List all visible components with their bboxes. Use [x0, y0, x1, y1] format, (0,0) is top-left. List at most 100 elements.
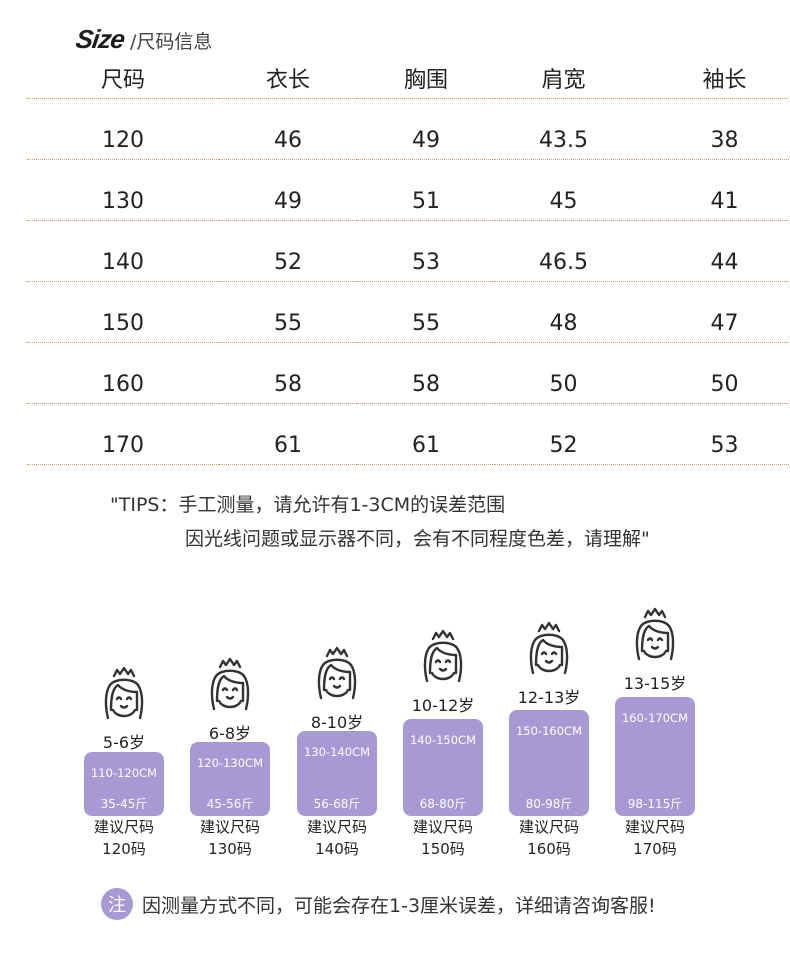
recommended-label: 建议尺码	[624, 818, 685, 836]
age-label: 10-12岁	[411, 696, 475, 715]
table-cell: 52	[274, 250, 302, 275]
table-cell: 130	[102, 189, 144, 214]
table-row: 130 49 51 45 41	[27, 160, 790, 221]
age-figure: 5-6岁	[84, 666, 164, 754]
table-cell: 45	[549, 189, 578, 214]
table-cell: 150	[102, 311, 144, 336]
size-card: 120-130CM 45-56斤	[190, 742, 270, 816]
size-card: 140-150CM 68-80斤	[403, 719, 483, 816]
size-card: 150-160CM 80-98斤	[509, 710, 589, 816]
girl-face-icon	[631, 607, 679, 667]
table-cell: 52	[549, 433, 578, 458]
table-cell: 55	[274, 311, 302, 336]
weight-range: 68-80斤	[419, 797, 467, 811]
recommended-label: 建议尺码	[306, 818, 367, 836]
table-cell: 53	[710, 433, 739, 458]
recommended-label: 建议尺码	[93, 818, 154, 836]
height-range: 110-120CM	[90, 766, 157, 780]
table-row: 150 55 55 48 47	[27, 282, 790, 343]
recommended-size: 建议尺码 170码	[615, 816, 695, 860]
girl-face-icon	[206, 657, 254, 717]
title-subtitle: /尺码信息	[130, 31, 213, 53]
girl-face-icon	[100, 666, 148, 726]
column-header: 袖长	[702, 68, 747, 93]
title-size-word: Size	[73, 24, 127, 54]
age-figure: 6-8岁	[190, 657, 270, 745]
recommended-value: 130码	[208, 840, 252, 858]
table-cell: 53	[412, 250, 440, 275]
size-table: 尺码 衣长 胸围 肩宽 袖长 120 46 49 43.5 38 130 49 51 45 41 140 52…	[27, 58, 790, 465]
table-cell: 47	[710, 311, 739, 336]
page-title: Size /尺码信息	[73, 24, 213, 58]
recommended-label: 建议尺码	[518, 818, 579, 836]
weight-range: 45-56斤	[206, 797, 254, 811]
recommended-value: 120码	[102, 840, 146, 858]
recommended-size: 建议尺码 160码	[509, 816, 589, 860]
table-cell: 44	[710, 250, 739, 275]
weight-range: 98-115斤	[627, 797, 683, 811]
age-label: 13-15岁	[623, 674, 687, 693]
table-cell: 46	[274, 128, 302, 153]
weight-range: 35-45斤	[100, 797, 148, 811]
note-text: 因测量方式不同，可能会存在1-3厘米误差，详细请咨询客服!	[142, 894, 656, 917]
table-header-row: 尺码 衣长 胸围 肩宽 袖长	[27, 58, 790, 99]
height-range: 120-130CM	[196, 756, 263, 770]
girl-face-icon	[313, 646, 361, 706]
tips-text: "TIPS：手工测量，请允许有1-3CM的误差范围 因光线问题或显示器不同，会有…	[110, 488, 650, 556]
height-range: 160-170CM	[621, 711, 688, 725]
recommended-size: 建议尺码 140码	[297, 816, 377, 860]
weight-range: 80-98斤	[525, 797, 573, 811]
height-range: 140-150CM	[409, 733, 476, 747]
age-figure: 13-15岁	[615, 607, 695, 695]
table-cell: 55	[412, 311, 440, 336]
table-cell: 58	[274, 372, 302, 397]
table-cell: 41	[710, 189, 739, 214]
table-row: 140 52 53 46.5 44	[27, 221, 790, 282]
table-cell: 160	[102, 372, 144, 397]
age-figure: 10-12岁	[403, 629, 483, 717]
age-label: 12-13岁	[517, 688, 581, 707]
table-row: 120 46 49 43.5 38	[27, 99, 790, 160]
recommended-value: 160码	[527, 840, 571, 858]
table-cell: 50	[549, 372, 578, 397]
age-figure: 8-10岁	[297, 646, 377, 734]
height-range: 130-140CM	[303, 745, 370, 759]
recommended-value: 140码	[315, 840, 359, 858]
age-figure: 12-13岁	[509, 621, 589, 709]
column-header: 胸围	[403, 68, 448, 93]
table-cell: 48	[549, 311, 578, 336]
table-cell: 170	[102, 433, 144, 458]
girl-face-icon	[419, 629, 467, 689]
recommended-label: 建议尺码	[412, 818, 473, 836]
table-cell: 58	[412, 372, 440, 397]
size-card: 110-120CM 35-45斤	[84, 752, 164, 816]
column-header: 尺码	[100, 68, 145, 93]
tips-line-1: "TIPS：手工测量，请允许有1-3CM的误差范围	[110, 494, 506, 516]
table-cell: 140	[102, 250, 144, 275]
table-row: 170 61 61 52 53	[27, 404, 790, 465]
table-cell: 61	[412, 433, 440, 458]
note-badge: 注	[101, 888, 133, 920]
size-card: 130-140CM 56-68斤	[297, 731, 377, 816]
recommended-value: 170码	[633, 840, 677, 858]
recommended-size: 建议尺码 150码	[403, 816, 483, 860]
table-cell: 49	[412, 128, 440, 153]
recommended-size: 建议尺码 130码	[190, 816, 270, 860]
age-label: 5-6岁	[102, 733, 146, 752]
table-cell: 120	[102, 128, 144, 153]
recommended-size: 建议尺码 120码	[84, 816, 164, 860]
note: 注 因测量方式不同，可能会存在1-3厘米误差，详细请咨询客服!	[101, 888, 656, 920]
table-row: 160 58 58 50 50	[27, 343, 790, 404]
tips-line-2: 因光线问题或显示器不同，会有不同程度色差，请理解"	[185, 528, 650, 550]
recommended-value: 150码	[421, 840, 465, 858]
table-cell: 51	[412, 189, 440, 214]
table-cell: 50	[710, 372, 739, 397]
height-range: 150-160CM	[515, 724, 582, 738]
table-cell: 61	[274, 433, 302, 458]
age-label: 6-8岁	[208, 724, 252, 743]
table-cell: 49	[274, 189, 302, 214]
table-cell: 46.5	[539, 250, 588, 275]
column-header: 衣长	[265, 68, 310, 93]
table-cell: 38	[710, 128, 739, 153]
table-cell: 43.5	[539, 128, 588, 153]
